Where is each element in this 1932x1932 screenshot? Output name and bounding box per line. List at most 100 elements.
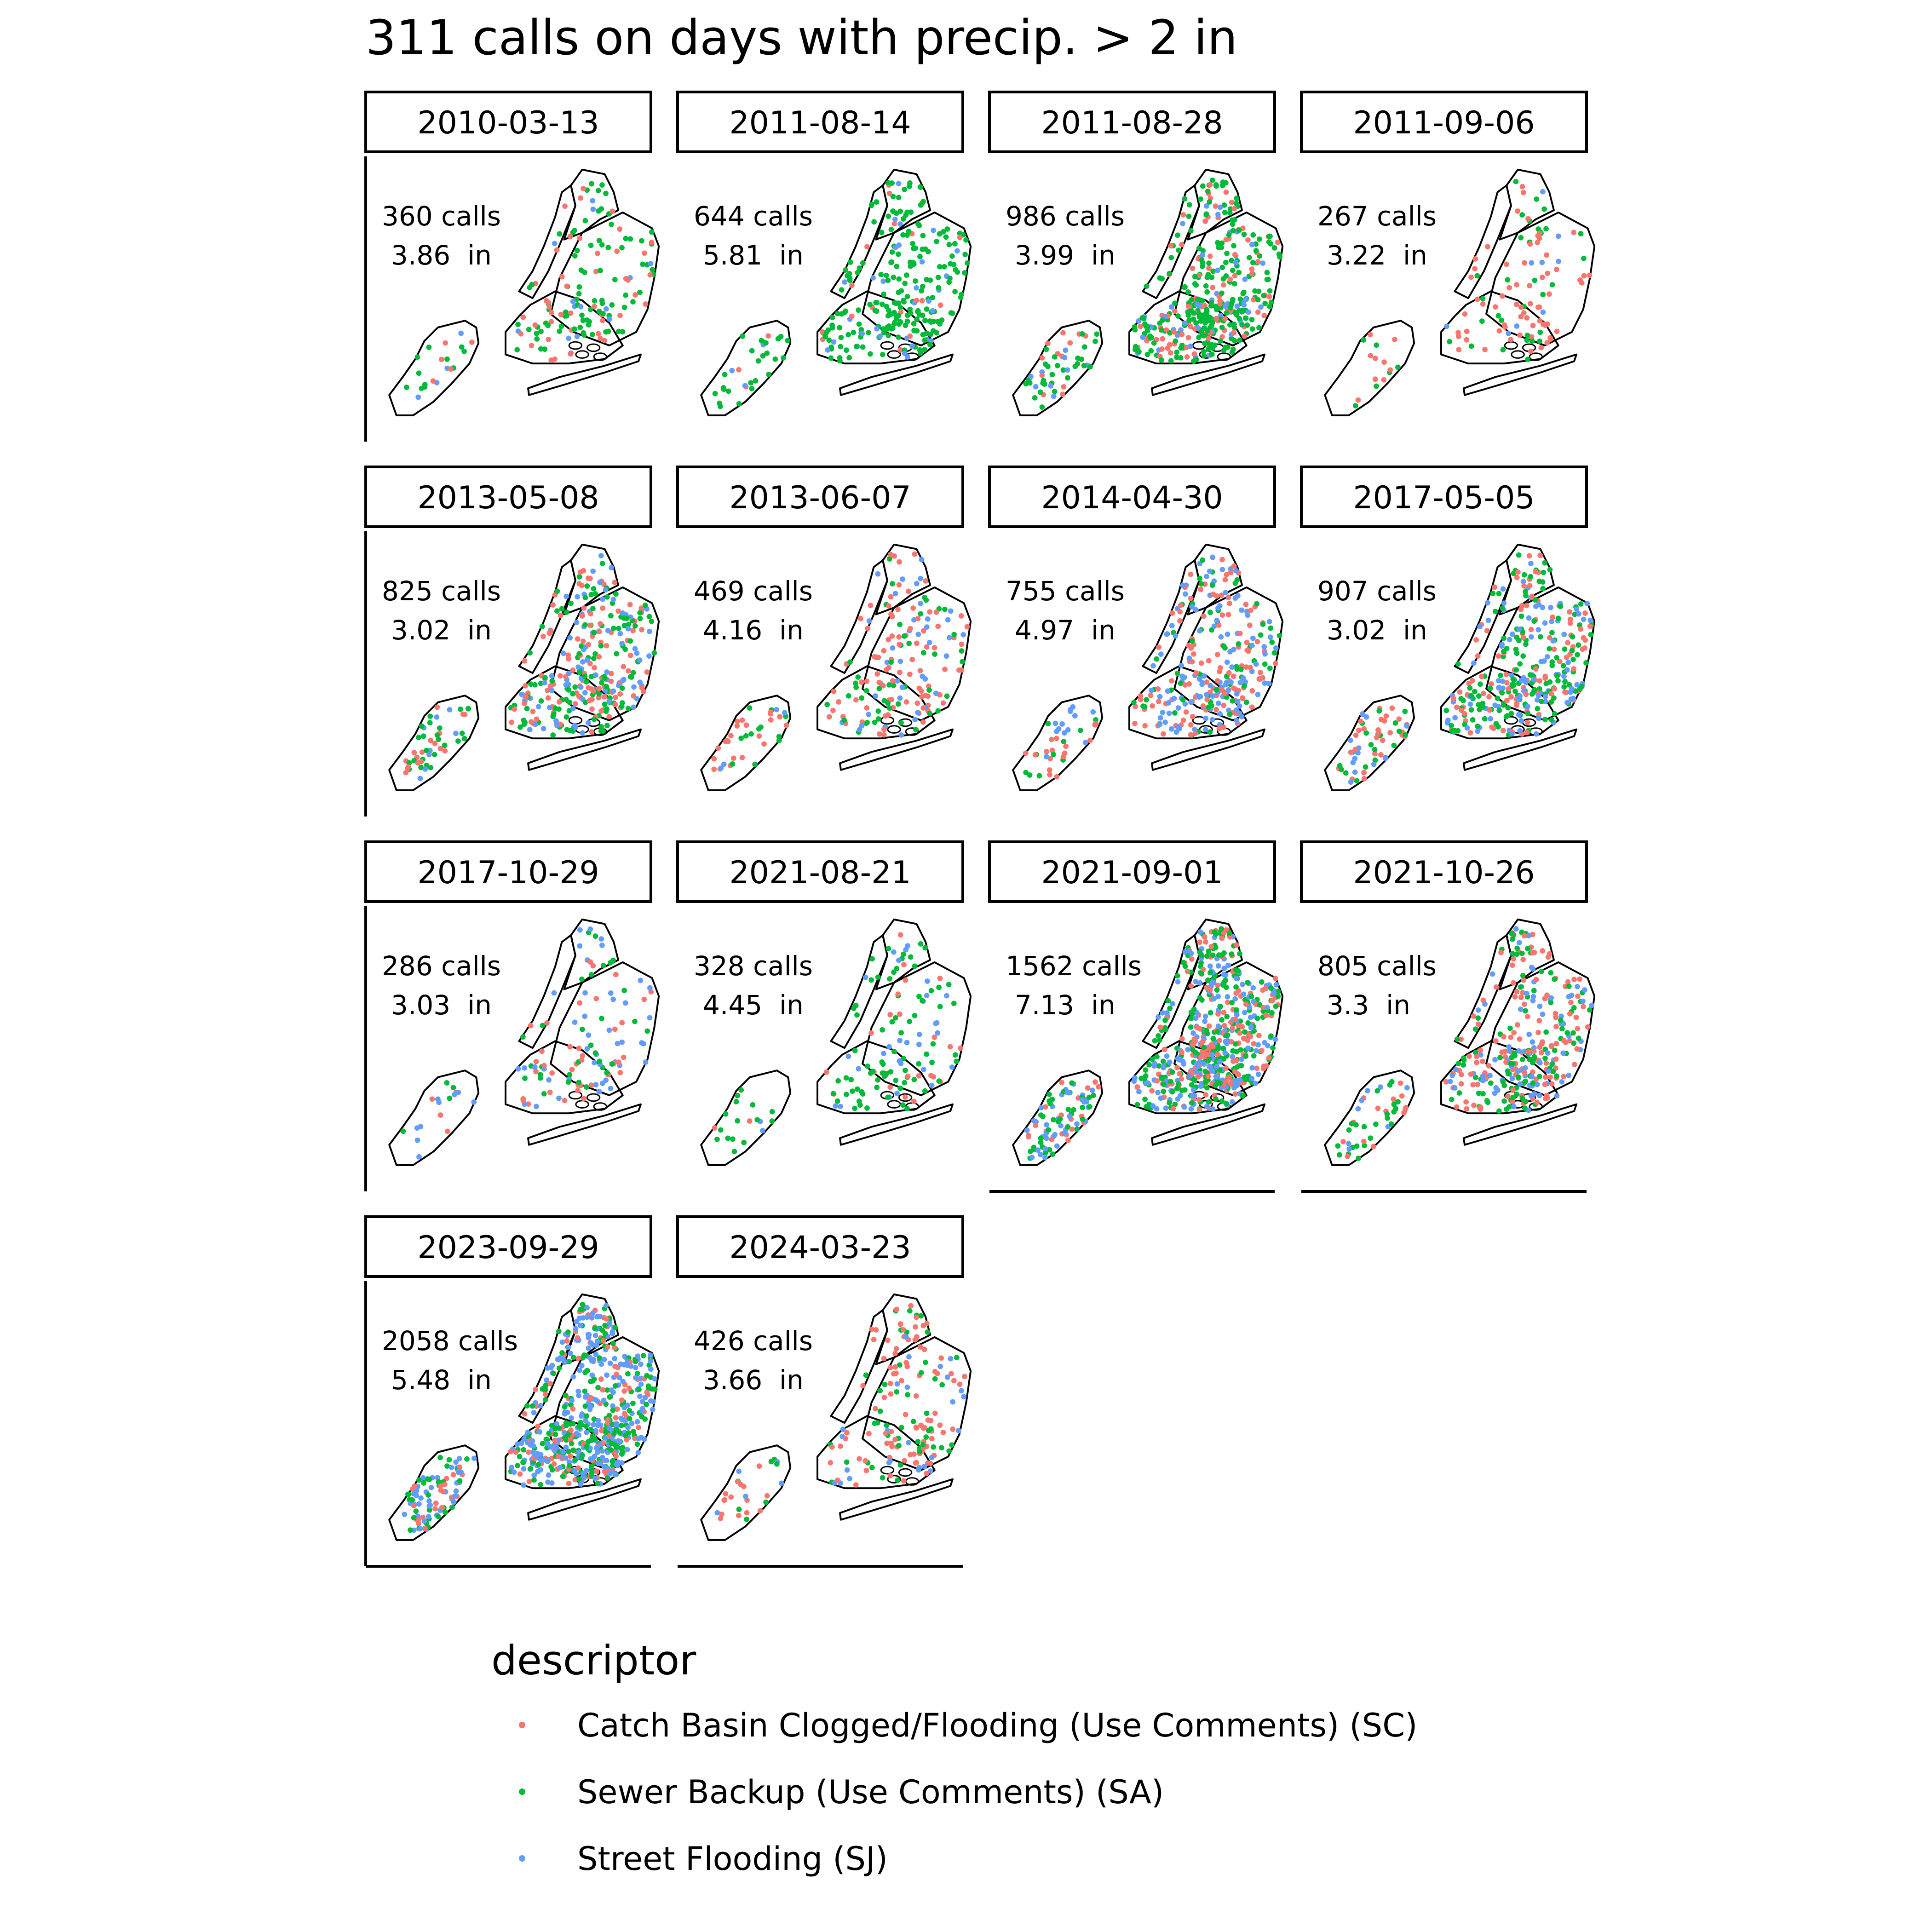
call-point [1449,723,1454,729]
call-point [1542,717,1548,722]
call-point [455,1089,461,1095]
call-point [1229,258,1235,264]
call-point [584,657,590,663]
call-point [924,330,930,336]
call-point [897,1038,903,1043]
call-point [1046,767,1052,773]
call-point [864,244,870,250]
call-point [1511,1029,1517,1035]
call-point [625,626,631,632]
call-point [595,331,601,337]
call-point [616,1059,621,1065]
call-point [1578,601,1584,607]
call-point [1403,732,1408,738]
call-point [1510,1087,1516,1093]
call-point [580,730,585,736]
call-point [610,597,616,603]
call-point [1495,653,1501,659]
call-point [1202,218,1208,224]
call-point [576,1393,582,1398]
facet-strip [364,1215,652,1278]
call-point [1243,296,1249,302]
call-point [1169,678,1174,684]
call-point [1567,1011,1573,1017]
call-point [1501,600,1507,606]
call-point [893,1077,899,1083]
call-point [1205,272,1211,277]
call-point [1202,727,1208,733]
call-point [1490,590,1496,596]
call-point [1253,1048,1259,1054]
call-point [1202,1079,1208,1085]
call-point [893,210,899,216]
call-point [1536,1092,1542,1098]
call-point [564,714,569,720]
call-point [557,231,563,237]
call-point [647,272,653,278]
call-point [612,1325,618,1331]
call-point [1165,688,1171,694]
call-point [1245,612,1251,618]
call-point [947,276,953,281]
call-point [604,723,610,729]
borough-outline-rockaway [1151,1103,1265,1146]
call-point [1043,748,1049,754]
call-point [894,1306,900,1312]
call-point [442,748,448,754]
call-point [937,264,943,270]
call-point [593,996,599,1001]
call-point [1266,681,1272,686]
call-point [601,1357,607,1363]
call-point [736,401,742,407]
call-point [1207,729,1213,735]
call-point [1190,1087,1196,1093]
call-point [876,686,882,691]
call-point [632,1018,638,1024]
call-point [608,678,614,684]
call-point [875,708,881,714]
call-point [564,1423,569,1428]
call-point [599,943,605,948]
call-point [896,334,901,340]
call-point [868,1030,874,1036]
call-point [1567,620,1573,626]
call-point [587,926,593,932]
call-point [621,988,627,994]
call-point [734,723,740,729]
call-point [764,1493,770,1499]
call-point [1524,719,1530,725]
call-point [1253,661,1259,667]
call-point [768,709,774,715]
call-point [1272,1036,1278,1042]
call-point [1203,1092,1209,1098]
call-point [939,1382,945,1388]
call-point [580,659,586,665]
call-point [897,1462,903,1468]
call-point [619,1039,625,1045]
call-point [1361,776,1367,782]
call-point [1506,637,1512,643]
call-point [922,1463,927,1469]
call-point [1456,347,1462,353]
call-point [511,1469,517,1475]
call-point [1277,254,1283,260]
call-point [918,1370,924,1376]
call-point [555,1453,561,1459]
call-point [542,1392,548,1397]
call-point [1509,1075,1515,1081]
call-point [543,320,549,326]
call-point [1361,337,1366,343]
call-point [1161,1088,1167,1094]
call-point [417,1526,423,1532]
call-point [602,675,608,681]
call-point [650,1407,656,1413]
call-point [1231,338,1237,344]
facet-strip-label: 2011-08-14 [729,105,911,141]
call-point [1521,583,1527,589]
call-point [430,378,436,384]
call-point [439,1505,445,1511]
call-point [1219,612,1225,618]
call-point [1219,935,1225,941]
call-point [546,1472,552,1478]
call-point [1072,363,1078,369]
